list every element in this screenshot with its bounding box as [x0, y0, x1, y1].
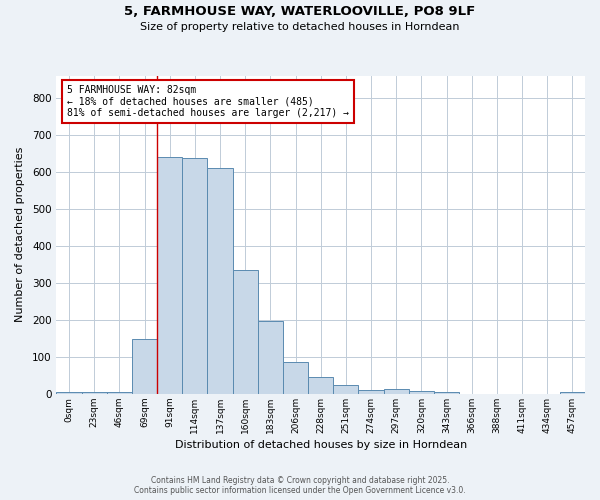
Text: 5 FARMHOUSE WAY: 82sqm
← 18% of detached houses are smaller (485)
81% of semi-de: 5 FARMHOUSE WAY: 82sqm ← 18% of detached… [67, 85, 349, 118]
Bar [132, 339, 157, 394]
Bar [560, 392, 585, 394]
Bar [383, 390, 409, 394]
Bar [107, 392, 132, 394]
Bar [233, 270, 258, 394]
Bar [82, 392, 107, 394]
Y-axis label: Number of detached properties: Number of detached properties [15, 147, 25, 322]
Bar [208, 168, 233, 394]
Bar [283, 362, 308, 394]
Bar [308, 377, 334, 394]
X-axis label: Distribution of detached houses by size in Horndean: Distribution of detached houses by size … [175, 440, 467, 450]
Bar [334, 384, 358, 394]
Bar [182, 158, 208, 394]
Bar [56, 392, 82, 394]
Bar [409, 391, 434, 394]
Bar [157, 157, 182, 394]
Bar [434, 392, 459, 394]
Bar [358, 390, 383, 394]
Text: Size of property relative to detached houses in Horndean: Size of property relative to detached ho… [140, 22, 460, 32]
Text: Contains HM Land Registry data © Crown copyright and database right 2025.
Contai: Contains HM Land Registry data © Crown c… [134, 476, 466, 495]
Text: 5, FARMHOUSE WAY, WATERLOOVILLE, PO8 9LF: 5, FARMHOUSE WAY, WATERLOOVILLE, PO8 9LF [124, 5, 476, 18]
Bar [258, 320, 283, 394]
